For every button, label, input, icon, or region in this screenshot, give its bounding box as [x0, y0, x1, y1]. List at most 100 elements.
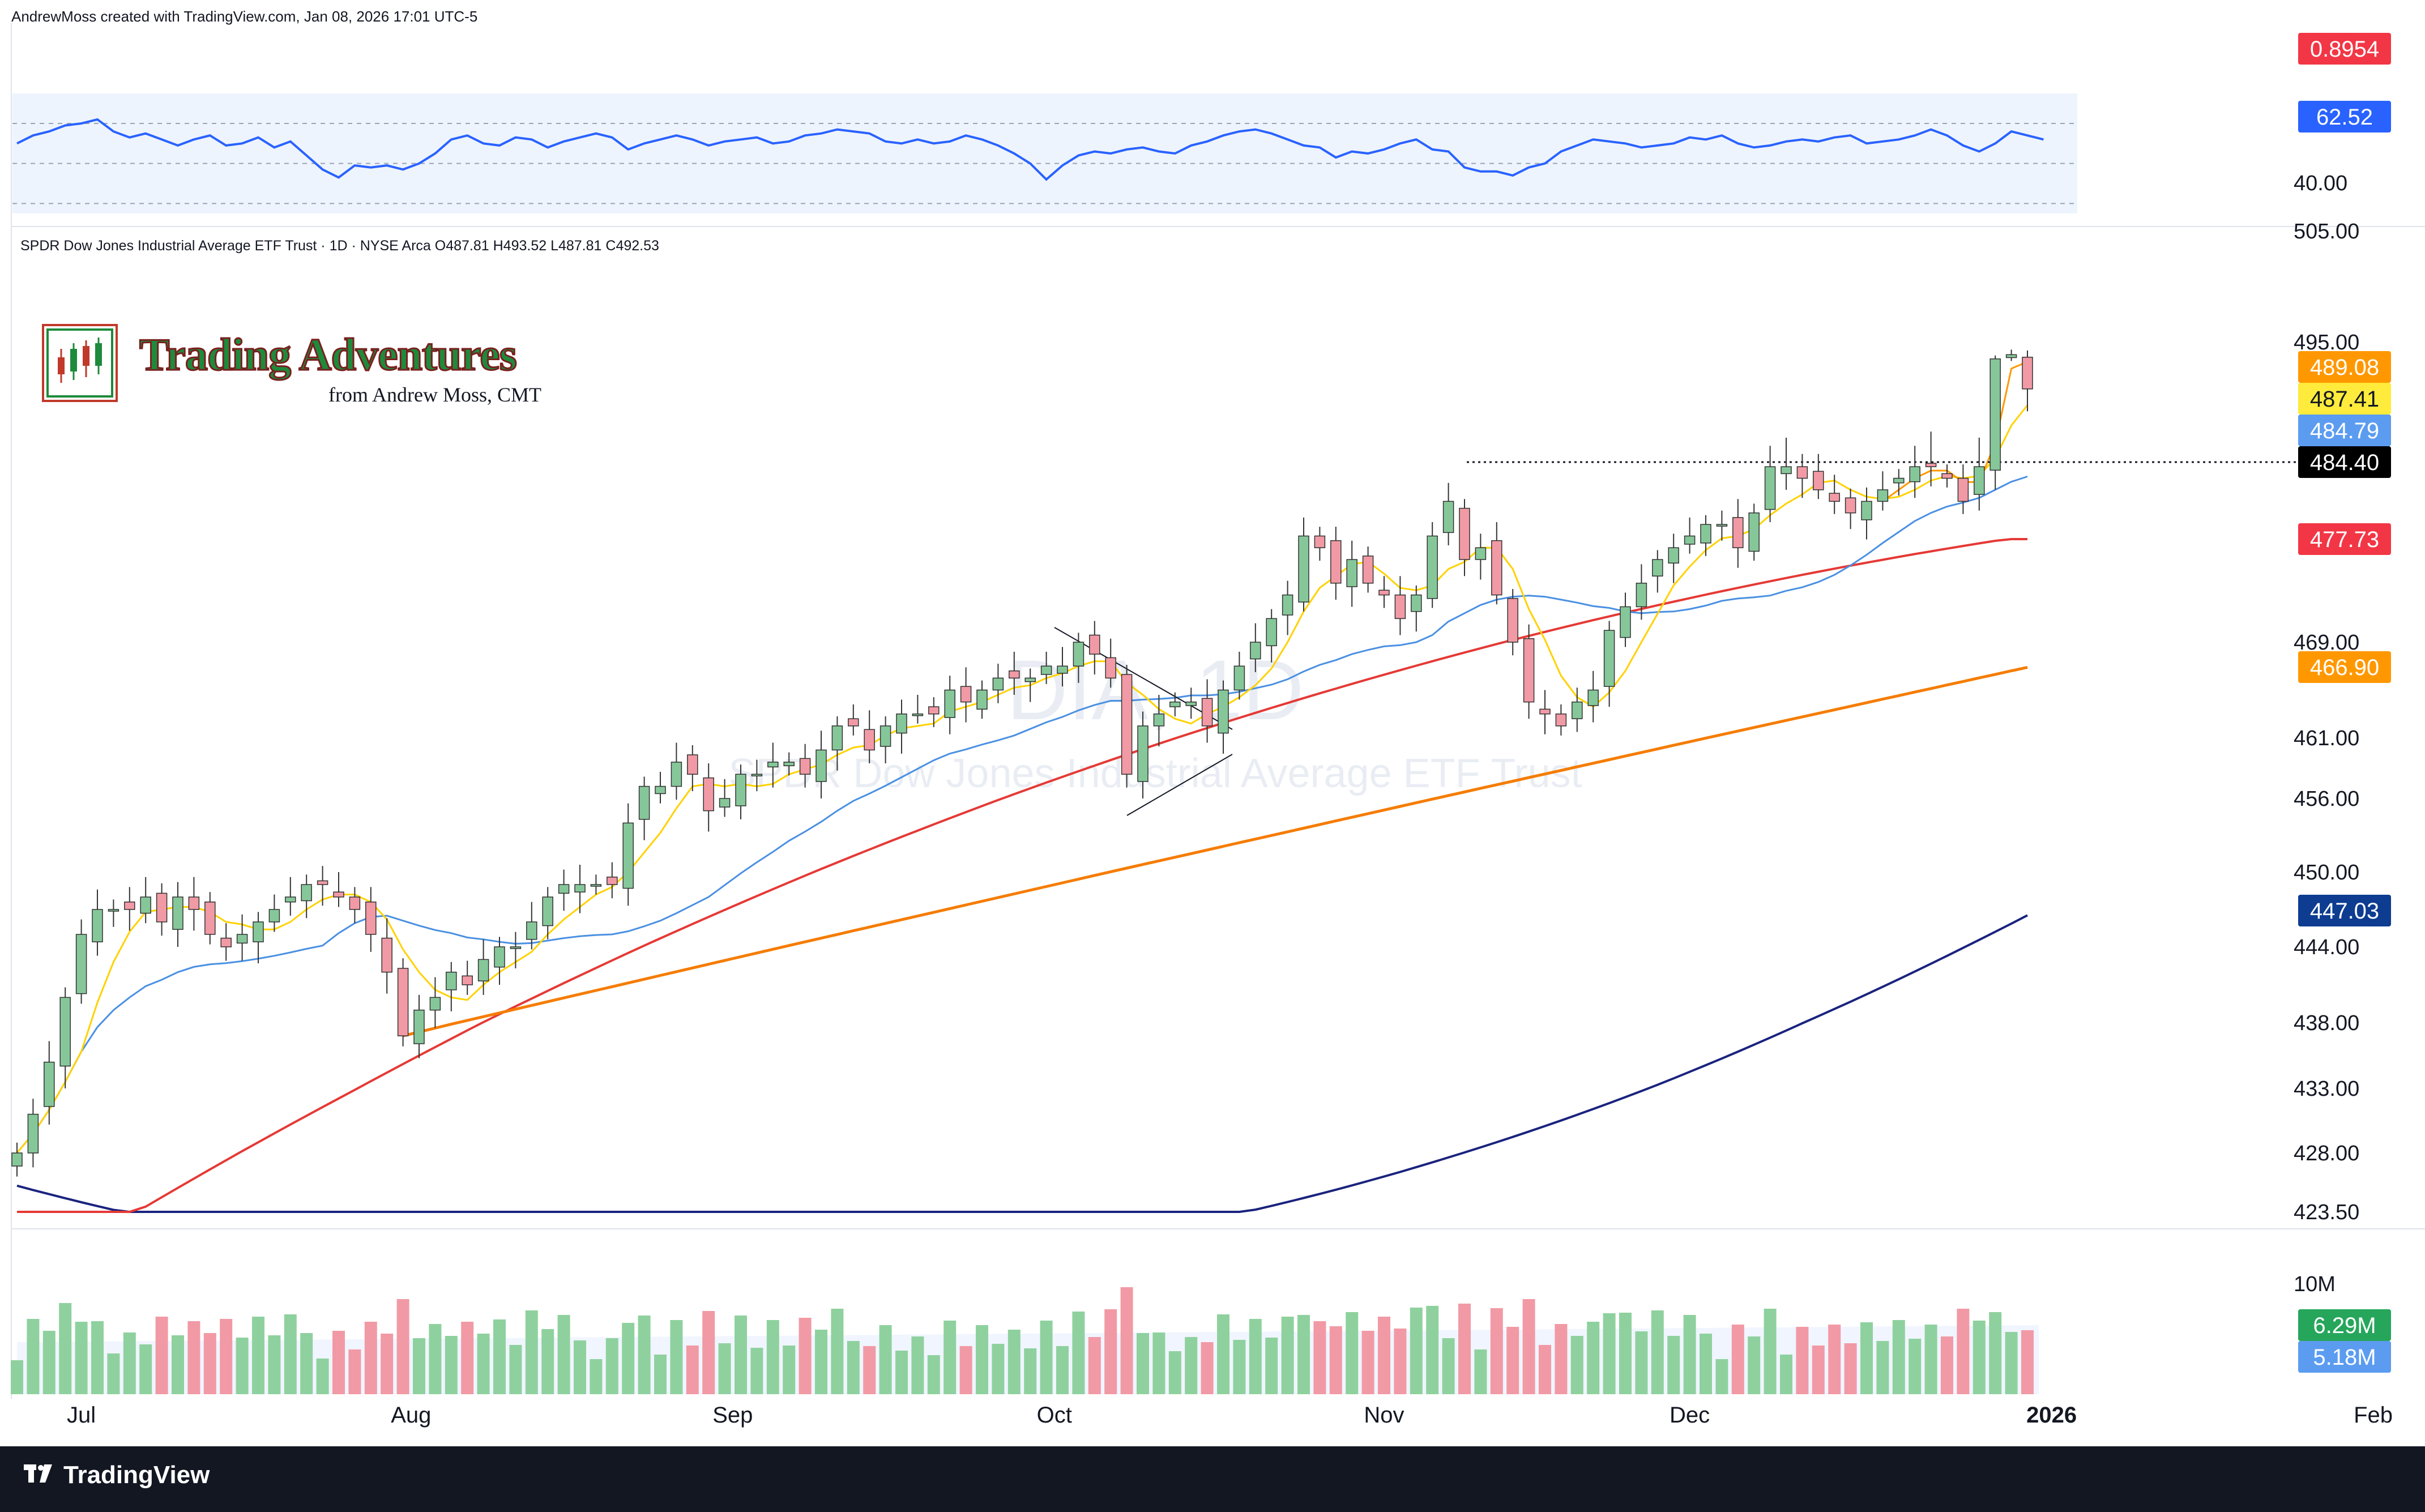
candle-down — [799, 744, 811, 788]
candle-body — [719, 798, 731, 808]
time-tick-label: Oct — [1037, 1403, 1072, 1428]
volume-bar — [172, 1335, 184, 1394]
candle-body — [462, 975, 473, 985]
candle-up — [671, 742, 682, 800]
symbol-ohlc-line[interactable]: SPDR Dow Jones Industrial Average ETF Tr… — [20, 238, 659, 254]
candle-body — [317, 880, 328, 885]
candle-body — [944, 689, 955, 718]
time-axis[interactable]: Jul Aug Sep Oct Nov Dec 2026 Feb — [67, 1403, 2393, 1428]
candle-up — [542, 887, 553, 939]
candle-up — [11, 1142, 23, 1177]
candle-down — [928, 697, 940, 727]
candle-down — [349, 887, 361, 924]
volume-bar — [1056, 1346, 1069, 1394]
candle-body — [1346, 559, 1357, 587]
volume-bar — [1185, 1337, 1198, 1394]
candle-up — [558, 869, 570, 911]
volume-bar — [1683, 1315, 1696, 1394]
candle-body — [510, 946, 522, 949]
candle-body — [494, 946, 505, 968]
candle-body — [735, 774, 746, 806]
candle-body — [687, 754, 698, 775]
candle-body — [1298, 535, 1309, 603]
candle-body — [1893, 477, 1905, 484]
volume-bar — [1876, 1341, 1889, 1394]
candle-up — [494, 937, 505, 985]
candle-up — [992, 664, 1004, 703]
volume-indicator-label: 5.18M — [2313, 1345, 2376, 1370]
candle-body — [574, 884, 586, 892]
candle-body — [108, 909, 119, 912]
volume-bar — [1941, 1336, 1953, 1394]
candle-body — [1089, 634, 1100, 655]
candle-down — [317, 866, 328, 906]
volume-bar — [1522, 1299, 1535, 1394]
volume-bar — [992, 1344, 1005, 1394]
volume-bar — [1297, 1315, 1310, 1394]
candle-down — [1378, 576, 1390, 608]
candle-body — [1941, 473, 1953, 479]
volume-bar — [1281, 1317, 1294, 1394]
price-indicator-pill — [2298, 351, 2391, 383]
candle-up — [1684, 517, 1696, 554]
candle-up — [783, 752, 795, 776]
price-tick-label: 433.00 — [2294, 1077, 2359, 1101]
time-tick-label: Dec — [1670, 1403, 1710, 1428]
candle-body — [831, 725, 843, 751]
candle-body — [896, 714, 907, 734]
volume-bar — [1909, 1339, 1922, 1394]
price-tick-label: 495.00 — [2294, 331, 2359, 354]
volume-bar — [396, 1299, 409, 1394]
volume-bar — [348, 1349, 361, 1394]
candle-up — [172, 882, 183, 947]
tradingview-brand[interactable]: TradingView — [24, 1461, 210, 1489]
candle-body — [1201, 698, 1213, 727]
volume-bar — [638, 1315, 651, 1394]
candle-down — [848, 704, 859, 736]
volume-bar — [863, 1346, 876, 1394]
candle-body — [1442, 501, 1454, 533]
candle-down — [607, 862, 618, 899]
candle-body — [1137, 725, 1149, 782]
candle-body — [1861, 501, 1872, 520]
volume-bar — [284, 1314, 297, 1394]
chart-canvas: 40.00 DIA, 1D SPDR Dow Jones Industrial … — [11, 23, 2425, 1428]
price-axis[interactable]: 505.00 495.00 469.00 461.00 456.00 450.00 444.… — [2294, 33, 2391, 1373]
trading-adventures-logo-icon — [42, 324, 118, 402]
candle-up — [751, 759, 763, 792]
volume-indicator-pill — [2298, 1341, 2391, 1373]
candle-body — [92, 909, 103, 942]
ma200-line — [16, 914, 2028, 1213]
candle-body — [622, 822, 634, 889]
volume-bar — [27, 1319, 40, 1394]
volume-bar — [1619, 1313, 1632, 1394]
volume-bar — [605, 1338, 618, 1394]
candle-body — [880, 725, 891, 747]
candle-up — [285, 877, 296, 916]
candles-logo-icon — [46, 328, 113, 398]
candle-down — [1362, 546, 1374, 593]
volume-bar — [815, 1330, 827, 1394]
candle-down — [1941, 464, 1953, 488]
candle-body — [1813, 471, 1824, 490]
volume-bar — [1860, 1322, 1873, 1394]
candle-up — [1620, 592, 1631, 647]
candle-up — [638, 776, 650, 840]
volume-bar — [1570, 1336, 1583, 1394]
candle-up — [1185, 687, 1197, 719]
price-tick-label: 438.00 — [2294, 1011, 2359, 1035]
candle-body — [1957, 477, 1969, 502]
candle-down — [1089, 621, 1100, 675]
volume-bar — [1474, 1349, 1487, 1394]
volume-bar — [236, 1338, 249, 1394]
volume-bar — [268, 1335, 281, 1394]
volume-bar — [1152, 1332, 1165, 1394]
candle-down — [1491, 522, 1502, 605]
price-tick-label: 461.00 — [2294, 727, 2359, 750]
candle-body — [268, 909, 280, 922]
volume-bar — [493, 1319, 506, 1394]
candle-up — [1024, 668, 1036, 702]
candle-body — [1378, 590, 1390, 596]
candle-body — [767, 762, 779, 768]
candle-body — [526, 921, 537, 940]
